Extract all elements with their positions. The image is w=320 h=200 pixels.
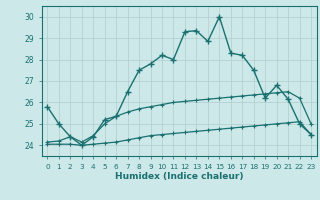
X-axis label: Humidex (Indice chaleur): Humidex (Indice chaleur) (115, 172, 244, 181)
